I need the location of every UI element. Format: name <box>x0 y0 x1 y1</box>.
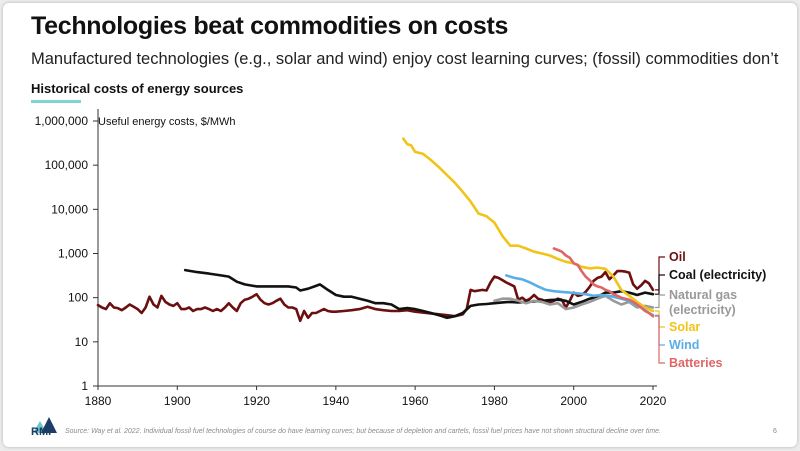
legend-label: Oil <box>669 250 686 264</box>
y-tick-label: 100 <box>68 291 88 305</box>
rmi-logo-icon <box>33 417 57 433</box>
legend-label: Coal (electricity) <box>669 268 766 282</box>
slide-title: Technologies beat commodities on costs <box>31 12 509 40</box>
legend-connector <box>655 256 665 291</box>
y-tick-label: 1,000,000 <box>35 114 89 128</box>
page-number: 6 <box>773 428 777 435</box>
series-line-coal-electricity <box>183 268 655 320</box>
y-axis-label: Useful energy costs, $/MWh <box>98 116 236 128</box>
legend-connector <box>655 274 665 295</box>
y-tick-label: 100,000 <box>45 158 89 172</box>
energy-cost-chart: 1 10 100 1,000 10,000 100,000 1,000,000 1880 190… <box>35 109 766 408</box>
legend-connector <box>655 315 665 364</box>
series-line-natural-gas-electricity <box>493 294 655 311</box>
slide-subtitle: Manufactured technologies (e.g., solar a… <box>31 50 779 68</box>
chart-legend-labels: Oil Coal (electricity) Natural gas(electri… <box>655 250 766 370</box>
legend-label: Wind <box>669 338 699 352</box>
chart-axes: 1 10 100 1,000 10,000 100,000 1,000,000 1880 190… <box>35 109 667 408</box>
legend-label: Natural gas <box>669 288 737 302</box>
y-tick-label: 1,000 <box>58 247 88 261</box>
legend-label: Solar <box>669 320 700 334</box>
legend-label: (electricity) <box>669 303 736 317</box>
y-tick-label: 10 <box>75 335 89 349</box>
x-tick-label: 1880 <box>85 394 112 408</box>
series-line-oil <box>96 269 655 323</box>
chart-lines <box>96 137 655 323</box>
x-tick-label: 1920 <box>243 394 270 408</box>
x-tick-label: 2020 <box>640 394 667 408</box>
source-note: Source: Way et al. 2022. Individual foss… <box>65 428 661 435</box>
y-tick-label: 10,000 <box>51 202 88 216</box>
series-line-batteries <box>552 247 655 318</box>
series-line-solar <box>402 137 655 313</box>
section-title: Historical costs of energy sources <box>31 81 244 96</box>
section-underline <box>31 100 81 103</box>
x-tick-label: 1960 <box>402 394 429 408</box>
y-tick-label: 1 <box>81 379 88 393</box>
rmi-logo-text: RMI <box>31 426 52 438</box>
legend-connector <box>655 294 665 309</box>
x-tick-label: 2000 <box>560 394 587 408</box>
legend-connector <box>655 310 665 328</box>
legend-connector <box>655 314 665 346</box>
slide: Technologies beat commodities on costs M… <box>3 3 797 447</box>
x-tick-label: 1900 <box>164 394 191 408</box>
x-tick-label: 1980 <box>481 394 508 408</box>
legend-label: Batteries <box>669 356 723 370</box>
x-tick-label: 1940 <box>323 394 350 408</box>
